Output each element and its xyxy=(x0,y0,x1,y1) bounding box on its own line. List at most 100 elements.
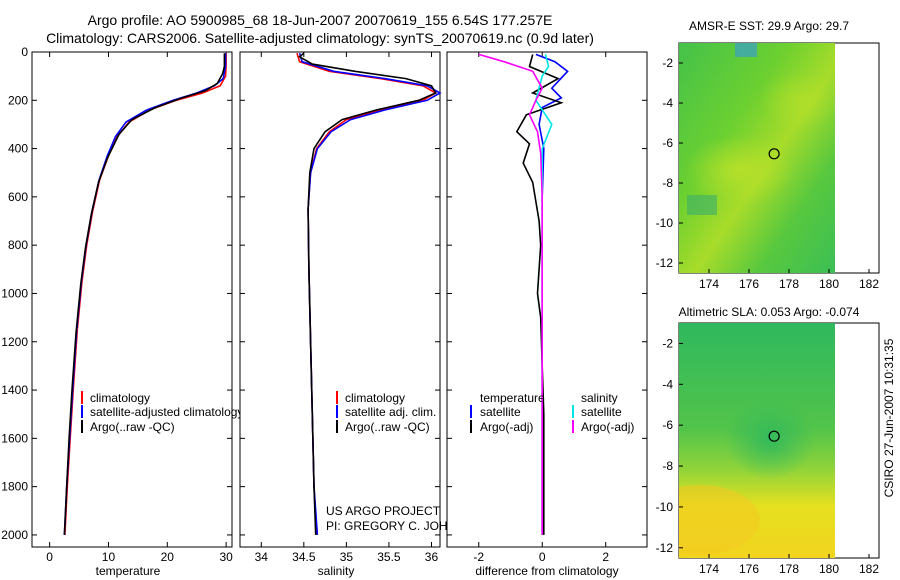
temperature-x-ticks: 0 10 20 30 xyxy=(46,52,233,564)
difference-legend-sal-argo: Argo(-adj) xyxy=(581,420,634,434)
map-y-tick-label: -10 xyxy=(656,500,674,514)
difference-x-ticks: -2 0 2 xyxy=(473,52,609,564)
map-y-tick-label: -6 xyxy=(662,136,673,150)
y-tick-label: 800 xyxy=(8,238,28,252)
map-y-tick-label: -2 xyxy=(662,336,673,350)
map-x-tick-label: 180 xyxy=(819,562,839,576)
x-tick-label: 36 xyxy=(425,550,439,564)
salinity-axes-box xyxy=(239,51,441,548)
sla-map-panel: Altimetric SLA: 0.053 Argo: -0.074 174 17… xyxy=(656,305,880,576)
y-tick-label: 600 xyxy=(8,190,28,204)
temperature-legend: climatology satellite-adjusted climatolo… xyxy=(81,391,243,434)
map-x-tick-label: 178 xyxy=(779,277,799,291)
difference-xlabel: difference from climatology xyxy=(475,564,618,578)
x-tick-label: -2 xyxy=(473,550,484,564)
series-line-difference-3 xyxy=(478,53,544,535)
map-x-tick-label: 180 xyxy=(819,277,839,291)
x-tick-label: 0 xyxy=(46,550,53,564)
difference-panel: -2 0 2 difference from climatology tempera… xyxy=(446,51,648,578)
map-y-tick-label: -8 xyxy=(662,176,673,190)
difference-legend-temp-satellite: satellite xyxy=(480,405,521,419)
salinity-series xyxy=(296,52,442,535)
map-y-tick-label: -8 xyxy=(662,459,673,473)
x-tick-label: 0 xyxy=(539,550,546,564)
y-tick-label: 200 xyxy=(8,93,28,107)
sla-map-ticks: 174 176 178 180 182 -2 -4 -6 -8 -10 -12 xyxy=(656,336,880,576)
y-tick-label: 1000 xyxy=(1,286,28,300)
project-line2: PI: GREGORY C. JOHNSON xyxy=(326,519,482,533)
temperature-y-ticks: 0 200 400 600 800 1000 1200 1400 1600 1800 2000 xyxy=(1,45,232,542)
salinity-xlabel: salinity xyxy=(318,564,355,578)
salinity-x-ticks: 34 34.5 35 35.5 36 xyxy=(255,52,439,564)
x-tick-label: 35 xyxy=(340,550,354,564)
salinity-y-ticks xyxy=(240,51,440,536)
salinity-legend: climatology satellite adj. clim. Argo(..… xyxy=(336,391,436,434)
temperature-axes-box xyxy=(31,51,233,548)
difference-y-ticks xyxy=(447,51,647,536)
sst-warm-patch-2 xyxy=(760,70,835,130)
x-tick-label: 2 xyxy=(602,550,609,564)
map-x-tick-label: 176 xyxy=(739,277,759,291)
sla-high-patch xyxy=(679,485,760,555)
salinity-panel: 34 34.5 35 35.5 36 salinity climatology sate… xyxy=(239,51,482,578)
x-tick-label: 35.5 xyxy=(377,550,401,564)
map-x-tick-label: 174 xyxy=(699,562,719,576)
map-x-tick-label: 182 xyxy=(859,277,879,291)
map-y-tick-label: -4 xyxy=(662,377,673,391)
salinity-legend-satellite: satellite adj. clim. xyxy=(345,405,436,419)
map-x-tick-label: 176 xyxy=(739,562,759,576)
csiro-stamp: CSIRO 27-Jun-2007 10:31:35 xyxy=(882,338,896,497)
figure-title-line1: Argo profile: AO 5900985_68 18-Jun-2007 … xyxy=(88,12,553,28)
map-y-tick-label: -4 xyxy=(662,96,673,110)
y-tick-label: 0 xyxy=(21,45,28,59)
map-y-tick-label: -12 xyxy=(656,256,674,270)
difference-legend-salinity-heading: salinity xyxy=(581,391,618,405)
temperature-series xyxy=(63,53,227,535)
sla-argo-marker xyxy=(768,430,780,442)
difference-legend-sal-satellite: satellite xyxy=(581,405,622,419)
map-y-tick-label: -6 xyxy=(662,418,673,432)
difference-legend: temperature satellite Argo(-adj) salinit… xyxy=(470,391,634,434)
sla-map-title: Altimetric SLA: 0.053 Argo: -0.074 xyxy=(679,305,860,319)
sst-cool-cell xyxy=(735,43,757,57)
sst-warm-patch xyxy=(685,135,795,205)
x-tick-label: 20 xyxy=(161,550,175,564)
x-tick-label: 30 xyxy=(219,550,233,564)
difference-legend-temp-argo: Argo(-adj) xyxy=(480,420,533,434)
series-line-temperature-2 xyxy=(63,53,226,535)
y-tick-label: 2000 xyxy=(1,528,28,542)
sst-map-ticks: 174 176 178 180 182 -2 -4 -6 -8 -10 -12 xyxy=(656,56,880,291)
y-tick-label: 1600 xyxy=(1,431,28,445)
y-tick-label: 1800 xyxy=(1,480,28,494)
x-tick-label: 10 xyxy=(102,550,116,564)
temperature-xlabel: temperature xyxy=(96,564,161,578)
map-x-tick-label: 178 xyxy=(779,562,799,576)
map-x-tick-label: 174 xyxy=(699,277,719,291)
y-tick-label: 400 xyxy=(8,142,28,156)
difference-axes-box xyxy=(446,51,648,548)
map-y-tick-label: -12 xyxy=(656,541,674,555)
temperature-legend-argo: Argo(..raw -QC) xyxy=(90,420,175,434)
x-tick-label: 34 xyxy=(255,550,269,564)
salinity-legend-argo: Argo(..raw -QC) xyxy=(345,420,430,434)
y-tick-label: 1400 xyxy=(1,383,28,397)
sst-field xyxy=(679,43,835,273)
salinity-legend-climatology: climatology xyxy=(345,391,405,405)
sst-map-panel: AMSR-E SST: 29.9 Argo: 29.7 174 176 178 180… xyxy=(656,19,880,291)
figure-title-line2: Climatology: CARS2006. Satellite-adjuste… xyxy=(46,30,594,46)
sst-argo-marker xyxy=(768,148,780,160)
temperature-legend-satellite: satellite-adjusted climatology xyxy=(90,405,243,419)
temperature-legend-climatology: climatology xyxy=(90,391,150,405)
x-tick-label: 34.5 xyxy=(292,550,316,564)
sst-map-title: AMSR-E SST: 29.9 Argo: 29.7 xyxy=(689,19,849,33)
sst-cool-cell-2 xyxy=(687,195,717,215)
map-y-tick-label: -10 xyxy=(656,216,674,230)
project-line1: US ARGO PROJECT xyxy=(326,504,441,518)
series-line-salinity-2 xyxy=(298,52,437,535)
map-x-tick-label: 182 xyxy=(859,562,879,576)
y-tick-label: 1200 xyxy=(1,335,28,349)
sla-field xyxy=(679,323,835,558)
temperature-panel: 0 200 400 600 800 1000 1200 1400 1600 1800 2000 0 1… xyxy=(1,45,243,578)
map-y-tick-label: -2 xyxy=(662,56,673,70)
